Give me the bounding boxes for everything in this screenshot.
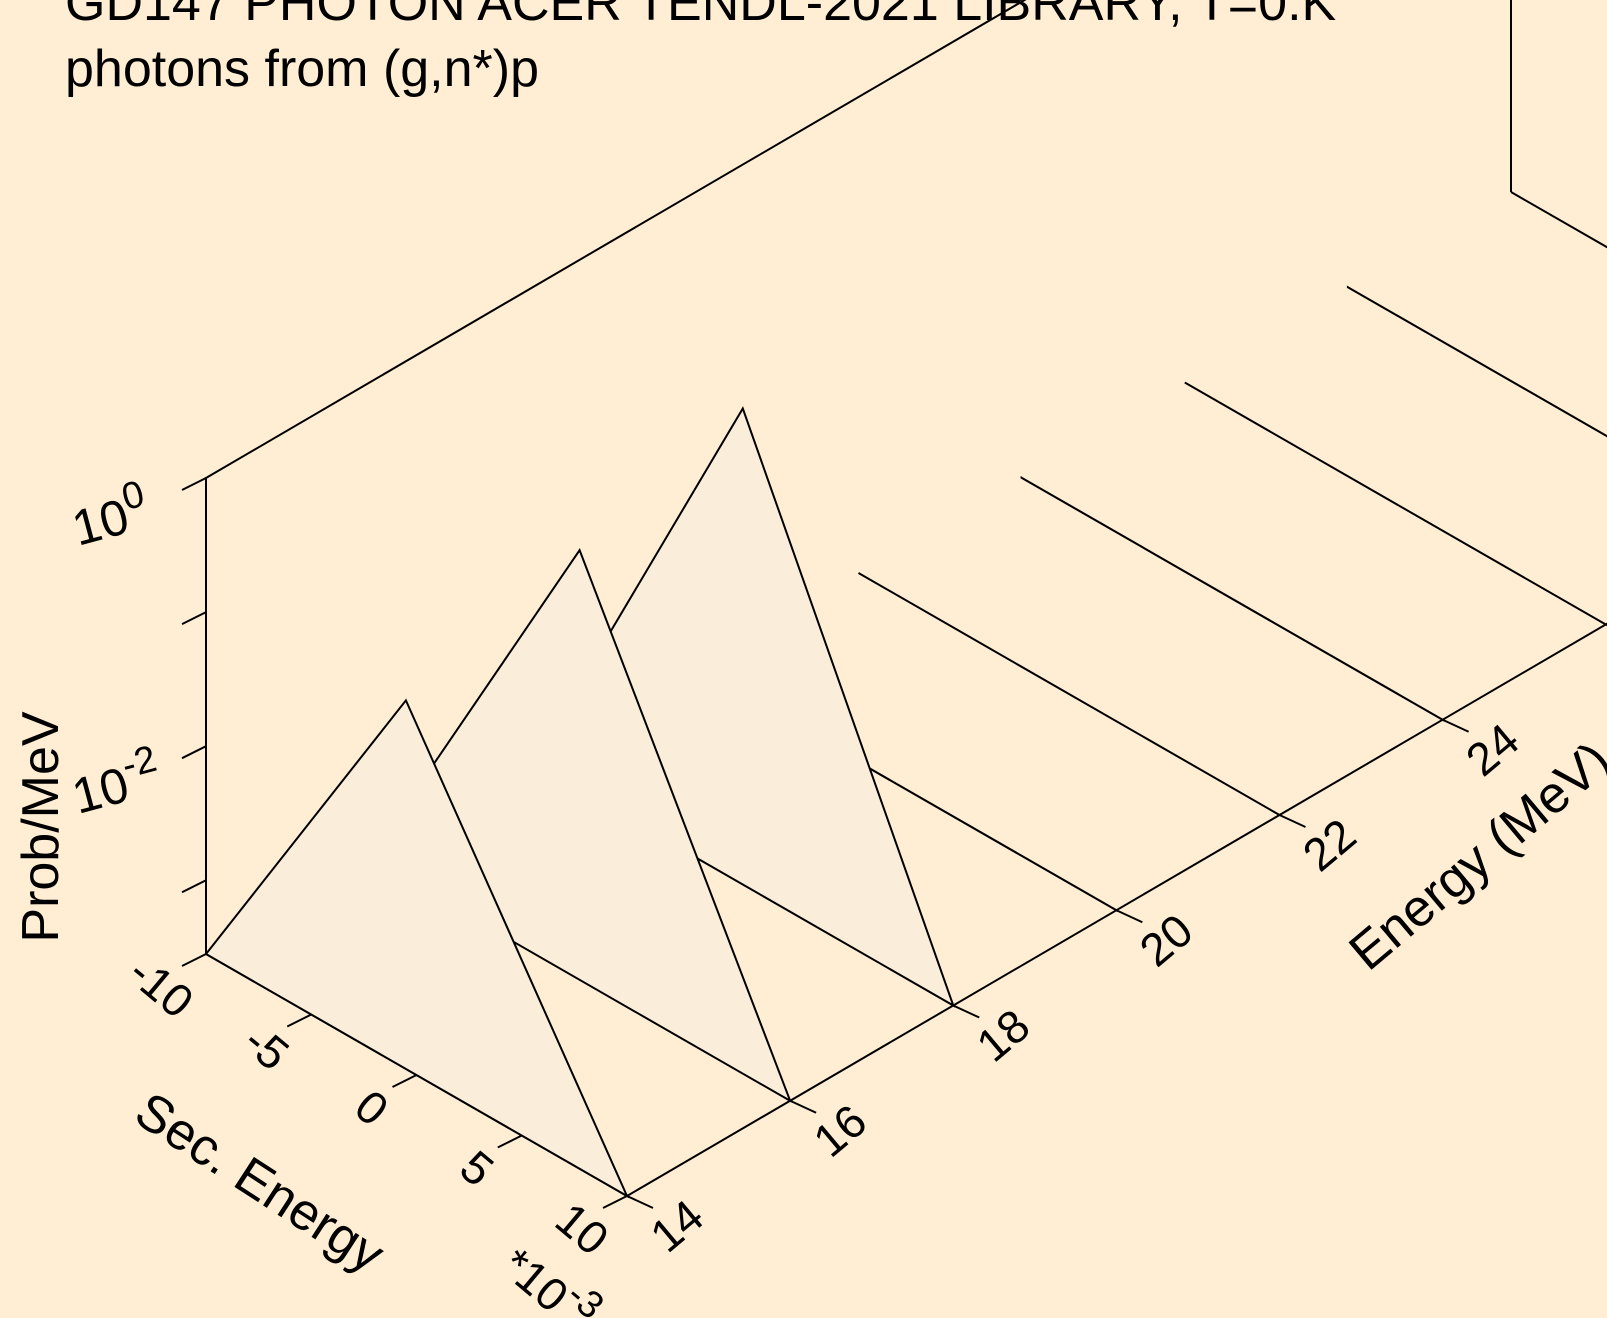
z-tick-mark — [181, 879, 207, 894]
x-tick-label: 0 — [345, 1080, 398, 1136]
x-tick-mark — [286, 1013, 312, 1028]
x-tick-label: 5 — [451, 1140, 504, 1196]
series-line-22MeV — [858, 572, 1280, 816]
chart-title-line2: photons from (g,n*)p — [65, 40, 539, 98]
series-line-30MeV — [1510, 191, 1607, 249]
energy-tick-label: 22 — [1293, 808, 1366, 881]
x-tick-mark — [497, 1134, 523, 1149]
energy-tick-label: 16 — [804, 1094, 877, 1167]
x-tick-mark — [181, 953, 207, 967]
energy-tick-mark — [952, 1004, 980, 1019]
x-tick-mark — [602, 1195, 628, 1209]
energy-axis-label: Energy (MeV) — [1339, 731, 1607, 982]
energy-tick-mark — [626, 1195, 654, 1209]
energy-tick-label: 18 — [967, 999, 1040, 1072]
series-layer — [204, 191, 1607, 1199]
x-tick-label: -10 — [119, 945, 203, 1028]
energy-tick-mark — [1279, 814, 1306, 828]
series-line-24MeV — [1020, 475, 1444, 722]
back-wall-left — [205, 0, 1512, 954]
series-line-18MeV — [530, 406, 956, 1008]
x-tick-label: 10 — [546, 1192, 619, 1265]
chart-title-line1: GD147 PHOTON ACER TENDL-2021 LIBRARY, T=… — [65, 0, 1337, 32]
energy-tick-label: 20 — [1130, 904, 1203, 977]
z-tick-label: 100 — [64, 473, 155, 557]
series-line-26MeV — [1184, 381, 1607, 626]
z-tick-mark — [181, 745, 207, 760]
z-axis-label: Prob/MeV — [12, 711, 70, 943]
z-tick-label: 10-2 — [64, 738, 167, 825]
energy-tick-mark — [1442, 718, 1470, 733]
z-tick-mark — [181, 477, 207, 491]
back-wall-right — [1511, 0, 1607, 434]
energy-tick-mark — [789, 1099, 817, 1114]
series-line-28MeV — [1346, 285, 1607, 438]
x-tick-label: -5 — [234, 1014, 299, 1080]
energy-tick-mark — [1115, 909, 1143, 924]
energy-tick-label: 14 — [640, 1189, 713, 1262]
x-tick-mark — [392, 1074, 417, 1088]
energy-tick-label: 24 — [1456, 713, 1529, 786]
z-tick-mark — [181, 611, 207, 625]
